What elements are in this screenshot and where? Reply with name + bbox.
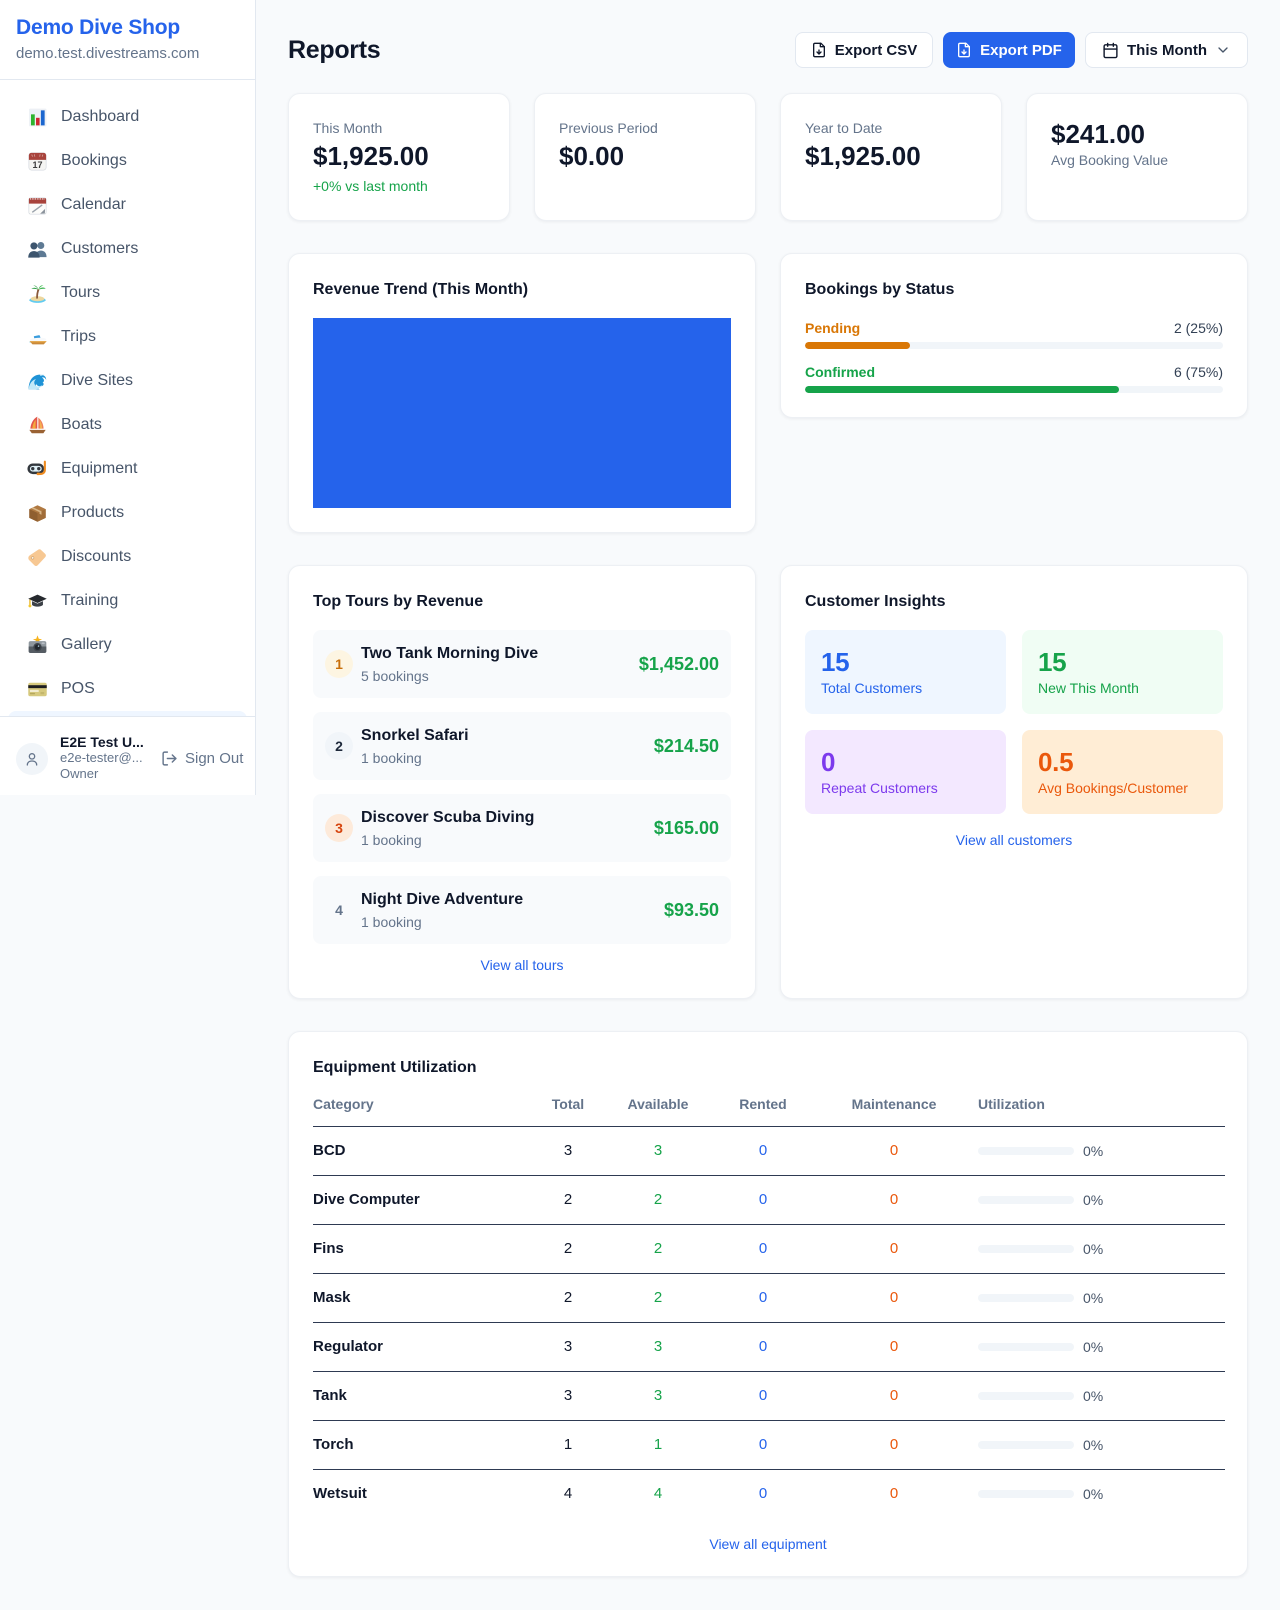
svg-text:17: 17 — [32, 160, 42, 170]
